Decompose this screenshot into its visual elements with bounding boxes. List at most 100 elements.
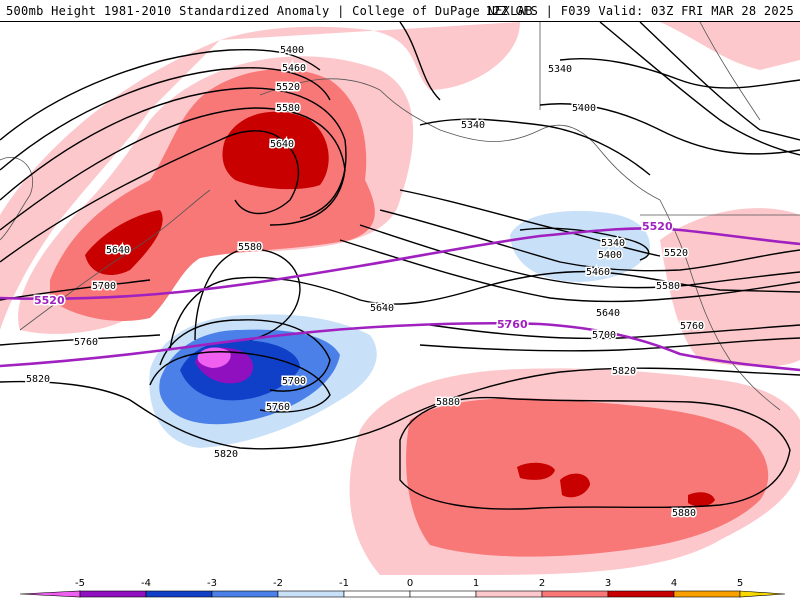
colorbar-tick-label: -5	[75, 578, 85, 589]
negative-anomaly-shading	[149, 210, 650, 448]
contour-5340-ne	[559, 58, 800, 89]
colorbar-segment	[79, 590, 147, 598]
model-valid-time: 12Z GFS | F039 Valid: 03Z FRI MAR 28 202…	[485, 4, 794, 18]
colorbar-segment	[409, 590, 477, 598]
contour-5340-east	[419, 118, 651, 176]
contour-label: 5700	[282, 376, 306, 387]
contour-label: 5640	[270, 139, 294, 150]
coastline-asia	[0, 157, 33, 241]
map-header: 500mb Height 1981-2010 Standardized Anom…	[0, 0, 800, 22]
colorbar-segment	[673, 590, 741, 598]
purple-contour-5760	[0, 321, 800, 372]
coastline-aleutians	[19, 189, 211, 331]
coastline-canada	[539, 22, 761, 121]
contour-5460-west	[0, 67, 331, 171]
contour-label: 5340	[548, 64, 572, 75]
purple-contour-5520	[0, 227, 800, 301]
contour-5880-subtropics	[399, 396, 791, 510]
contour-5700-trough	[159, 319, 331, 392]
colorbar-segment	[475, 590, 543, 598]
contour-label: 5340	[601, 238, 625, 249]
reference-contours	[0, 227, 800, 372]
contour-label: 5400	[280, 45, 304, 56]
colorbar-segment	[211, 590, 279, 598]
contour-label: 5820	[612, 366, 636, 377]
contour-label: 5400	[598, 250, 622, 261]
contour-5700-west	[0, 279, 151, 301]
colorbar-tick-label: -2	[273, 578, 283, 589]
contour-lines-canada-2	[599, 22, 800, 156]
contour-5820-west	[0, 367, 800, 450]
contour-5640-trough	[169, 270, 800, 351]
colorbar-tick-label: 5	[737, 578, 743, 589]
contour-5760-coast	[419, 337, 800, 352]
contour-5700-coast	[429, 324, 800, 340]
contour-5580-coast	[339, 239, 800, 303]
colorbar-segment	[19, 590, 81, 598]
contour-label: 5640	[106, 245, 130, 256]
height-contours	[0, 22, 800, 510]
contour-label: 5460	[586, 267, 610, 278]
colorbar-tick-label: 1	[473, 578, 479, 589]
contour-5520-west	[0, 87, 347, 219]
coastline-westcoast	[659, 199, 781, 411]
contour-5580-west	[0, 107, 346, 231]
colorbar-segment	[145, 590, 213, 598]
contour-label: 5460	[282, 63, 306, 74]
contour-5640-ridge	[0, 130, 300, 263]
coastlines	[0, 22, 800, 411]
contour-5400-east	[539, 103, 800, 155]
contour-label: 5880	[672, 508, 696, 519]
colorbar-segment	[541, 590, 609, 598]
anomaly-colorbar: -5 -4 -3 -2 -1 0 1 2 3 4 5	[0, 575, 800, 600]
colorbar-segment	[739, 590, 786, 598]
contour-label: 5760	[74, 337, 98, 348]
purple-contour-label: 5520	[642, 220, 673, 233]
anomaly-area-pos3-sub-b	[560, 473, 590, 498]
contour-label: 5580	[656, 281, 680, 292]
contour-lines-canada-1	[639, 22, 800, 141]
contour-5400-coast	[399, 189, 661, 257]
contour-label: 5640	[370, 303, 394, 314]
coastline-alaska	[259, 78, 661, 201]
contour-label: 5640	[596, 308, 620, 319]
contour-label: 5820	[26, 374, 50, 385]
colorbar-segment	[607, 590, 675, 598]
contour-5760-west	[0, 334, 161, 346]
anomaly-area-pos3-sub-a	[517, 462, 555, 480]
contour-label: 5760	[680, 321, 704, 332]
colorbar-tick-label: 3	[605, 578, 611, 589]
anomaly-area-pos3-ridge-west	[85, 210, 163, 275]
contour-label: 5700	[592, 330, 616, 341]
anomaly-area-pos2-subtropics	[406, 398, 769, 557]
map-title: 500mb Height 1981-2010 Standardized Anom…	[6, 4, 533, 18]
contour-labels: 5400 5460 5520 5580 5640 5640 5700 5760 …	[25, 44, 706, 521]
contour-label: 5820	[214, 449, 238, 460]
colorbar-tick-label: 2	[539, 578, 545, 589]
contour-label: 5340	[461, 120, 485, 131]
contour-label: 5400	[572, 103, 596, 114]
colorbar-segments	[19, 590, 786, 598]
reference-contour-labels: 5520 5520 5760	[33, 219, 675, 333]
contour-label: 5760	[266, 402, 290, 413]
colorbar-tick-label: 4	[671, 578, 677, 589]
colorbar-tick-label: 0	[407, 578, 413, 589]
anomaly-map: 5400 5460 5520 5580 5640 5640 5700 5760 …	[0, 22, 800, 575]
purple-contour-label: 5520	[34, 294, 65, 307]
colorbar-tick-labels: -5 -4 -3 -2 -1 0 1 2 3 4 5	[75, 578, 743, 589]
contour-label: 5880	[436, 397, 460, 408]
contour-5760-trough	[149, 351, 331, 413]
contour-label: 5520	[664, 248, 688, 259]
anomaly-area-pos1-north	[0, 22, 800, 330]
contour-5340-alaska	[399, 22, 441, 101]
contour-label: 5520	[276, 82, 300, 93]
colorbar-tick-label: -3	[207, 578, 217, 589]
colorbar-segment	[277, 590, 345, 598]
colorbar-tick-label: -1	[339, 578, 349, 589]
colorbar-tick-label: -4	[141, 578, 151, 589]
colorbar-segment	[343, 590, 411, 598]
contour-5400-west	[0, 48, 321, 141]
contour-label: 5580	[238, 242, 262, 253]
contour-label: 5580	[276, 103, 300, 114]
contour-5460-coast	[379, 209, 800, 272]
